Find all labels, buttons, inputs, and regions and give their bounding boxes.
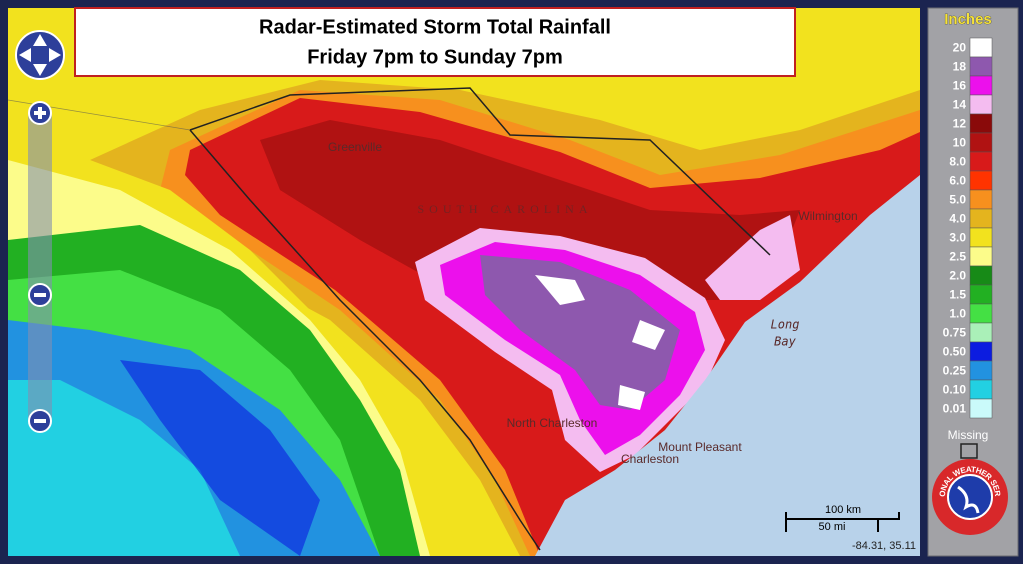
zoom-out[interactable] [28, 409, 52, 433]
legend-label: 0.10 [943, 383, 967, 397]
place-label: Long [771, 318, 800, 332]
title-line: Radar-Estimated Storm Total Rainfall [259, 16, 611, 38]
zoom-slider[interactable] [28, 112, 52, 422]
place-labels: Greenville SOUTH CAROLINA Wilmington Long Ba… [328, 140, 858, 466]
place-label: Charleston [621, 452, 679, 466]
legend: 20 18 16 14 12 10 8.0 6.0 5.0 4.0 3.0 2.5 2.0 1.5 1.0 0… [943, 37, 993, 419]
legend-swatch [969, 132, 993, 153]
place-label: Wilmington [798, 209, 857, 223]
legend-swatch [969, 227, 993, 248]
legend-swatch [969, 398, 993, 419]
place-label: Bay [774, 335, 796, 349]
pan-control[interactable] [15, 30, 65, 80]
place-label: Greenville [328, 140, 382, 154]
legend-swatch [969, 189, 993, 210]
legend-swatch [969, 284, 993, 305]
legend-swatch [969, 379, 993, 400]
legend-label: 0.50 [943, 345, 967, 359]
legend-label: 16 [953, 79, 967, 93]
scale-km: 100 km [825, 504, 861, 516]
legend-label: 2.0 [949, 269, 966, 283]
legend-swatch [969, 75, 993, 96]
map[interactable] [8, 8, 920, 556]
legend-swatch [969, 303, 993, 324]
place-label: SOUTH CAROLINA [418, 202, 593, 216]
legend-label: 0.25 [943, 364, 967, 378]
legend-label: 18 [953, 60, 967, 74]
legend-label: 0.01 [943, 402, 967, 416]
legend-label: 10 [953, 136, 967, 150]
legend-swatch [969, 151, 993, 172]
coordinates: -84.31, 35.11 [852, 540, 916, 552]
legend-swatch [969, 246, 993, 267]
scale-bar [785, 512, 900, 532]
legend-swatch [969, 265, 993, 286]
legend-swatch [969, 170, 993, 191]
legend-label: 12 [953, 117, 967, 131]
missing-label: Missing [948, 428, 989, 442]
nws-logo [932, 459, 1008, 535]
zoom-in[interactable] [28, 101, 52, 125]
legend-title: Inches [944, 11, 992, 28]
legend-label: 5.0 [949, 193, 966, 207]
legend-label: 2.5 [949, 250, 966, 264]
legend-label: 4.0 [949, 212, 966, 226]
legend-label: 1.5 [949, 288, 966, 302]
legend-swatch [969, 37, 993, 58]
legend-label: 0.75 [943, 326, 967, 340]
legend-label: 6.0 [949, 174, 966, 188]
legend-label: 14 [953, 98, 967, 112]
legend-label: 20 [953, 41, 967, 55]
legend-swatch [969, 113, 993, 134]
legend-swatch [969, 94, 993, 115]
title-line: Friday 7pm to Sunday 7pm [307, 46, 563, 68]
scale-mi: 50 mi [819, 521, 846, 533]
legend-swatch [969, 56, 993, 77]
legend-swatch [969, 208, 993, 229]
place-label: Mount Pleasant [658, 440, 742, 454]
legend-swatch [969, 322, 993, 343]
legend-label: 8.0 [949, 155, 966, 169]
title-box [74, 7, 796, 77]
legend-label: 3.0 [949, 231, 966, 245]
legend-label: 1.0 [949, 307, 966, 321]
zoom-handle[interactable] [28, 283, 52, 307]
place-label: North Charleston [507, 416, 598, 430]
legend-swatch [969, 341, 993, 362]
legend-swatch [969, 360, 993, 381]
missing-swatch [960, 443, 978, 459]
